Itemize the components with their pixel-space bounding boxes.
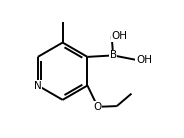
Text: OH: OH bbox=[112, 31, 128, 41]
Text: O: O bbox=[94, 102, 102, 112]
Text: OH: OH bbox=[136, 55, 152, 65]
Text: N: N bbox=[34, 81, 42, 91]
Text: B: B bbox=[109, 50, 117, 60]
